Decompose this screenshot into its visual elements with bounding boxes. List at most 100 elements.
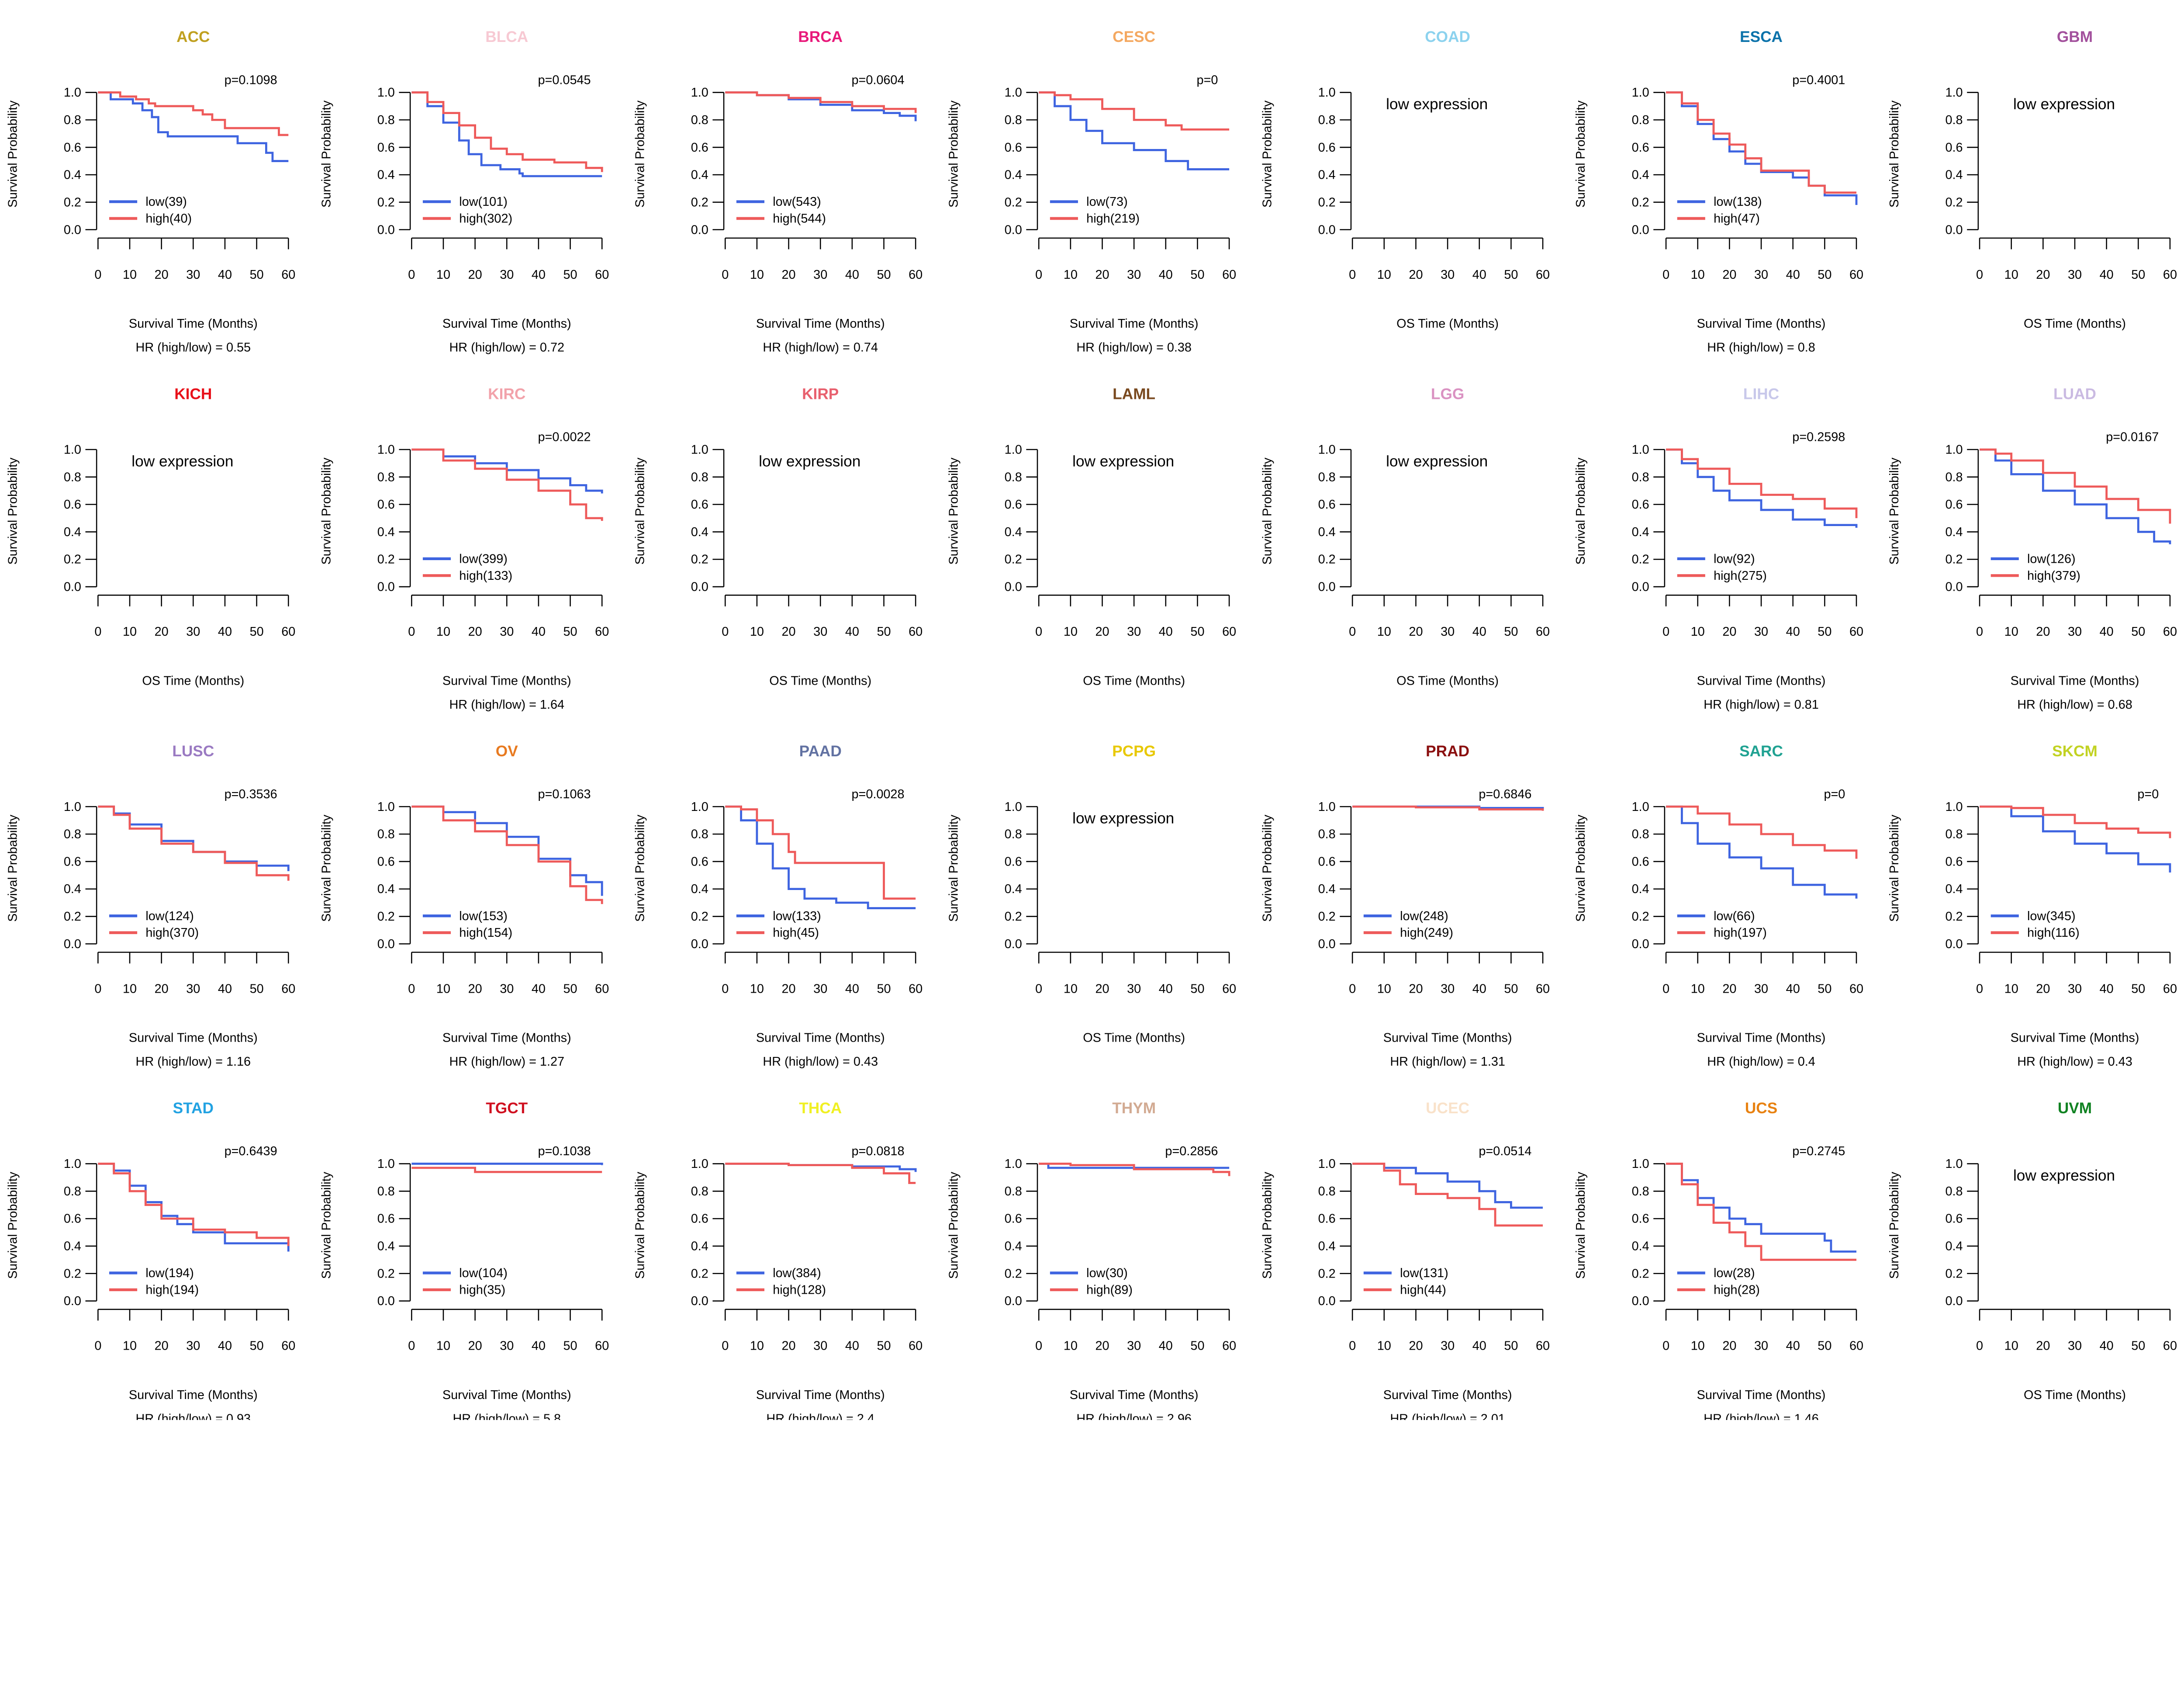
x-tick-label: 0: [408, 625, 415, 639]
x-tick-label: 20: [468, 982, 482, 996]
x-tick-label: 40: [1786, 1339, 1800, 1353]
x-tick-label: 60: [909, 982, 923, 996]
x-tick-label: 50: [877, 625, 891, 639]
x-tick-label: 0: [1976, 982, 1983, 996]
x-tick-label: 30: [186, 982, 200, 996]
x-tick-label: 50: [1818, 268, 1832, 282]
x-tick-label: 60: [1536, 1339, 1550, 1353]
panel-title: LUSC: [172, 743, 214, 760]
x-tick-label: 10: [1064, 1339, 1078, 1353]
x-tick-label: 60: [909, 625, 923, 639]
panel-kirc: KIRC 0.0 0.2 0.4 0.6 0.8 1.0 Survival Probabili…: [319, 385, 609, 711]
y-tick-label: 0.6: [377, 498, 395, 512]
x-tick-label: 30: [186, 268, 200, 282]
x-tick-label: 40: [2100, 625, 2114, 639]
x-tick-label: 60: [1222, 982, 1236, 996]
y-axis-label: Survival Probability: [1260, 100, 1274, 208]
x-tick-label: 20: [468, 268, 482, 282]
y-tick-label: 0.6: [1632, 855, 1649, 869]
panel-title: LIHC: [1743, 385, 1779, 402]
y-tick-label: 0.2: [377, 910, 395, 924]
curve-low: [1980, 448, 2171, 544]
y-tick-label: 0.2: [1632, 553, 1649, 567]
y-tick-label: 1.0: [377, 800, 395, 814]
x-tick-label: 50: [2131, 625, 2145, 639]
x-tick-label: 40: [1472, 1339, 1486, 1353]
y-tick-label: 0.4: [64, 1240, 81, 1254]
y-tick-label: 0.6: [691, 141, 708, 155]
panel-lihc: LIHC 0.0 0.2 0.4 0.6 0.8 1.0 Survival Probabili…: [1574, 385, 1863, 711]
panel-prad: PRAD 0.0 0.2 0.4 0.6 0.8 1.0 Survival Probabili…: [1260, 743, 1550, 1069]
x-axis-label: OS Time (Months): [1396, 674, 1499, 688]
x-tick-label: 40: [1472, 982, 1486, 996]
y-tick-label: 0.2: [691, 195, 708, 209]
curve-high: [1666, 448, 1858, 518]
x-tick-label: 30: [500, 268, 514, 282]
x-tick-label: 60: [1849, 982, 1863, 996]
y-tick-label: 0.0: [64, 1294, 81, 1308]
y-tick-label: 0.6: [64, 855, 81, 869]
x-axis-label: Survival Time (Months): [756, 1388, 885, 1402]
legend-low: low(133): [773, 909, 821, 923]
y-tick-label: 0.4: [691, 882, 708, 896]
x-tick-label: 10: [2004, 1339, 2018, 1353]
x-axis-label: Survival Time (Months): [1383, 1388, 1512, 1402]
x-tick-label: 20: [1722, 1339, 1736, 1353]
y-tick-label: 1.0: [377, 86, 395, 100]
hazard-ratio: HR (high/low) = 1.16: [136, 1055, 251, 1069]
x-tick-label: 40: [532, 268, 546, 282]
y-tick-label: 0.6: [377, 855, 395, 869]
legend-low: low(194): [145, 1266, 194, 1280]
hazard-ratio: HR (high/low) = 0.93: [136, 1412, 251, 1420]
x-tick-label: 40: [845, 982, 859, 996]
y-tick-label: 0.4: [691, 1240, 708, 1254]
x-tick-label: 50: [250, 268, 264, 282]
x-tick-label: 0: [1662, 1339, 1669, 1353]
y-axis-label: Survival Probability: [1887, 1171, 1901, 1279]
y-tick-label: 1.0: [1318, 1157, 1336, 1171]
y-tick-label: 0.6: [1946, 498, 1963, 512]
panel-title: ACC: [176, 28, 210, 45]
curve-low: [1666, 448, 1858, 528]
x-tick-label: 10: [1064, 982, 1078, 996]
x-tick-label: 20: [155, 982, 169, 996]
legend-low: low(28): [1714, 1266, 1755, 1280]
y-tick-label: 0.4: [1632, 525, 1649, 539]
y-axis-label: Survival Probability: [1260, 1171, 1274, 1279]
x-tick-label: 60: [1222, 625, 1236, 639]
x-axis-label: Survival Time (Months): [442, 1388, 571, 1402]
x-tick-label: 60: [2163, 1339, 2177, 1353]
x-tick-label: 20: [1409, 1339, 1423, 1353]
panel-title: KIRP: [802, 385, 839, 402]
curve-high: [411, 91, 603, 172]
panel-title: GBM: [2057, 28, 2093, 45]
x-tick-label: 20: [1722, 268, 1736, 282]
y-tick-label: 0.4: [691, 168, 708, 182]
x-tick-label: 30: [1441, 1339, 1455, 1353]
x-axis-label: Survival Time (Months): [129, 317, 258, 331]
x-tick-label: 40: [1159, 268, 1173, 282]
curve-low: [725, 91, 917, 121]
x-tick-label: 10: [436, 982, 450, 996]
y-tick-label: 0.6: [64, 498, 81, 512]
x-tick-label: 20: [2036, 268, 2050, 282]
x-tick-label: 0: [408, 982, 415, 996]
y-axis-label: Survival Probability: [1260, 814, 1274, 922]
low-expression-note: low expression: [1072, 810, 1174, 827]
x-tick-label: 0: [1035, 1339, 1042, 1353]
y-tick-label: 1.0: [1005, 800, 1022, 814]
curve-high: [98, 805, 290, 881]
y-tick-label: 0.8: [64, 828, 81, 842]
y-tick-label: 0.6: [1005, 498, 1022, 512]
y-tick-label: 0.0: [1318, 580, 1336, 594]
y-tick-label: 0.6: [1946, 855, 1963, 869]
x-tick-label: 50: [563, 982, 577, 996]
x-tick-label: 50: [877, 268, 891, 282]
x-tick-label: 20: [1409, 268, 1423, 282]
x-tick-label: 60: [1222, 1339, 1236, 1353]
x-tick-label: 50: [563, 268, 577, 282]
y-axis-label: Survival Probability: [319, 100, 333, 208]
y-tick-label: 0.2: [64, 1267, 81, 1281]
x-tick-label: 30: [1441, 982, 1455, 996]
y-tick-label: 0.6: [691, 1212, 708, 1226]
